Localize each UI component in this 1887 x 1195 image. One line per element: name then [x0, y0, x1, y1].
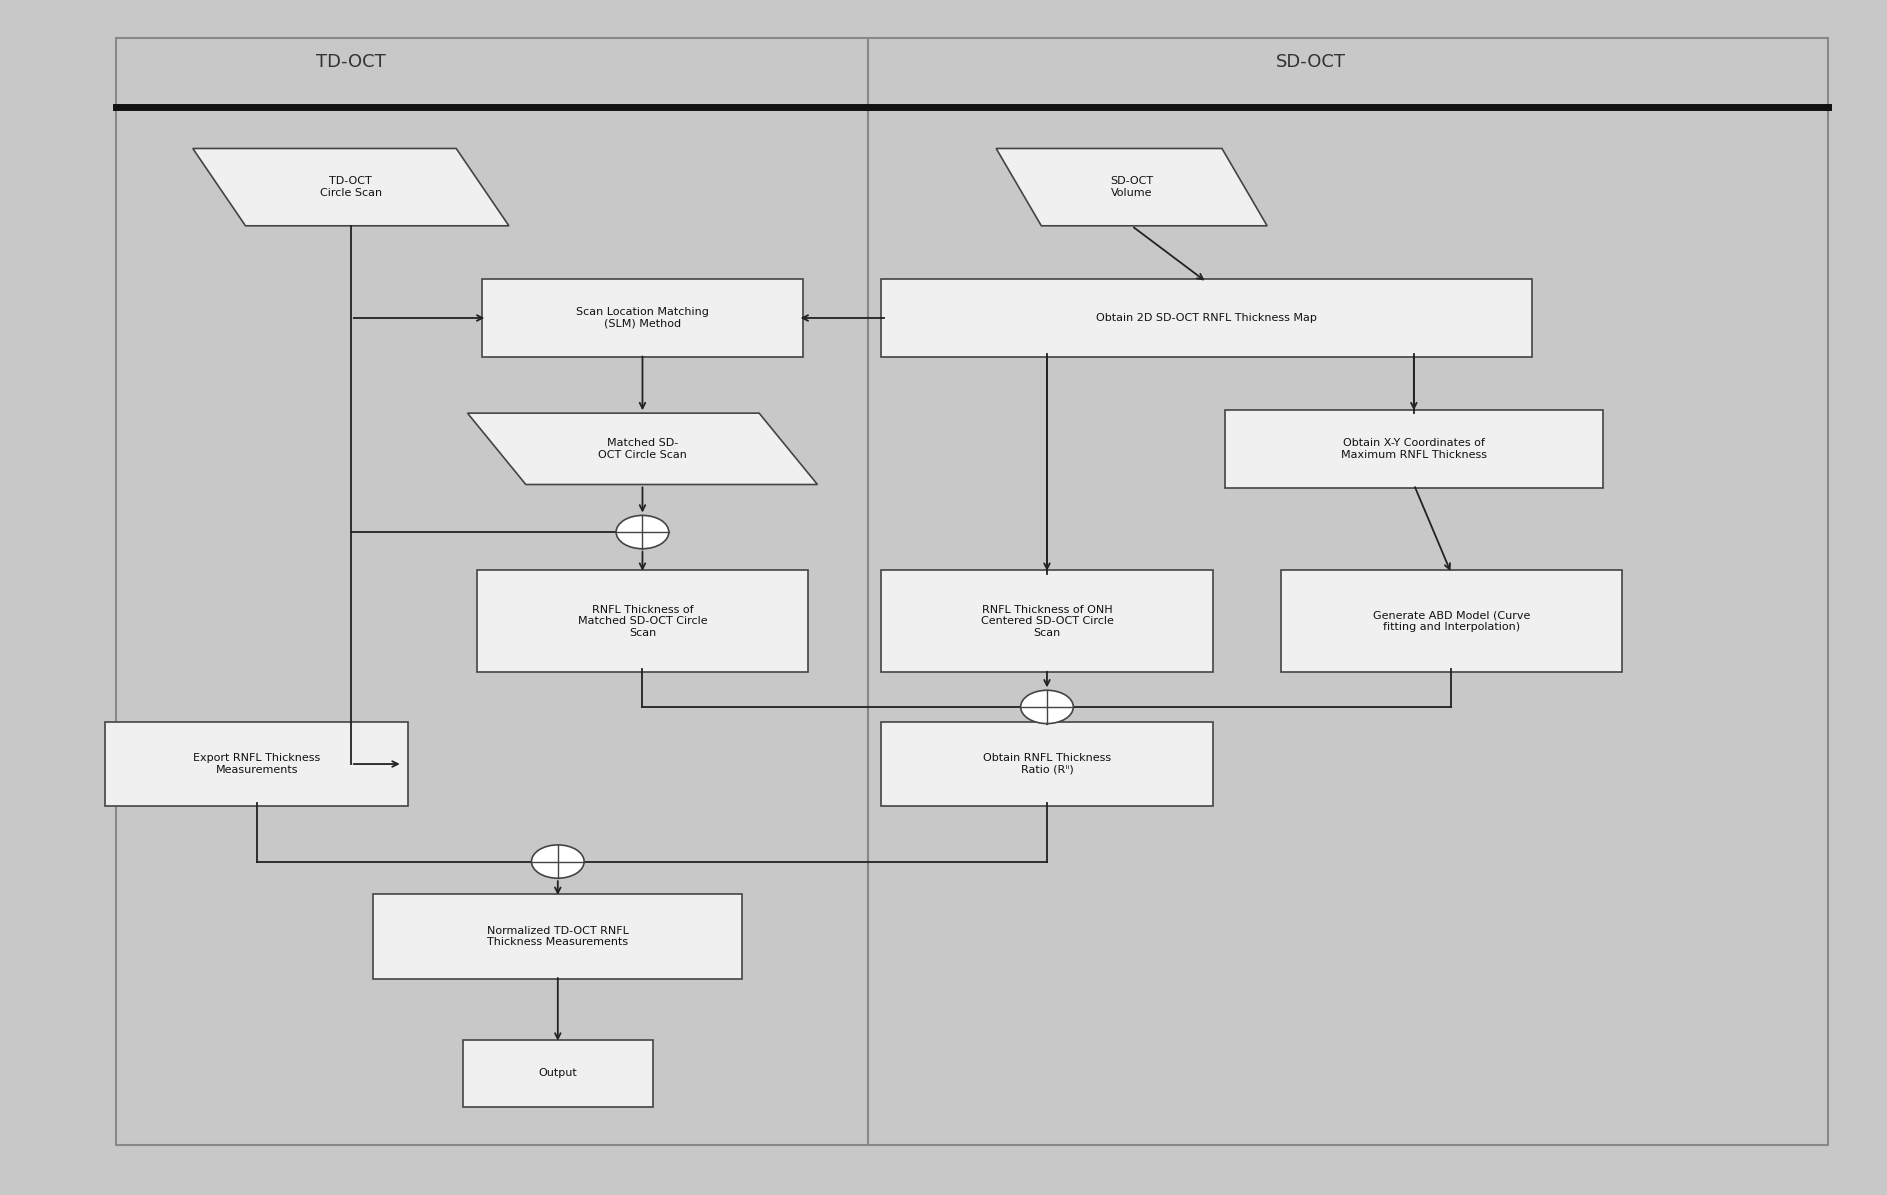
- FancyBboxPatch shape: [1281, 570, 1621, 673]
- Text: Obtain 2D SD-OCT RNFL Thickness Map: Obtain 2D SD-OCT RNFL Thickness Map: [1096, 313, 1317, 323]
- Text: TD-OCT: TD-OCT: [315, 54, 385, 72]
- FancyBboxPatch shape: [462, 1040, 653, 1107]
- Text: Obtain X-Y Coordinates of
Maximum RNFL Thickness: Obtain X-Y Coordinates of Maximum RNFL T…: [1342, 439, 1487, 460]
- Circle shape: [1021, 691, 1074, 724]
- Text: Output: Output: [538, 1068, 577, 1078]
- Text: RNFL Thickness of ONH
Centered SD-OCT Circle
Scan: RNFL Thickness of ONH Centered SD-OCT Ci…: [981, 605, 1113, 638]
- FancyBboxPatch shape: [881, 722, 1213, 807]
- FancyBboxPatch shape: [881, 570, 1213, 673]
- Text: Obtain RNFL Thickness
Ratio (Rᴵⁱ): Obtain RNFL Thickness Ratio (Rᴵⁱ): [983, 753, 1111, 774]
- FancyBboxPatch shape: [481, 278, 804, 357]
- FancyBboxPatch shape: [374, 894, 742, 979]
- Polygon shape: [192, 148, 509, 226]
- Text: Normalized TD-OCT RNFL
Thickness Measurements: Normalized TD-OCT RNFL Thickness Measure…: [487, 926, 628, 948]
- Circle shape: [617, 515, 668, 549]
- Circle shape: [532, 845, 585, 878]
- Text: Matched SD-
OCT Circle Scan: Matched SD- OCT Circle Scan: [598, 439, 687, 460]
- Text: Generate ABD Model (Curve
fitting and Interpolation): Generate ABD Model (Curve fitting and In…: [1374, 611, 1530, 632]
- Text: TD-OCT
Circle Scan: TD-OCT Circle Scan: [319, 177, 381, 198]
- FancyBboxPatch shape: [881, 278, 1532, 357]
- Text: Export RNFL Thickness
Measurements: Export RNFL Thickness Measurements: [192, 753, 321, 774]
- FancyBboxPatch shape: [868, 38, 1829, 1145]
- Polygon shape: [996, 148, 1266, 226]
- Text: RNFL Thickness of
Matched SD-OCT Circle
Scan: RNFL Thickness of Matched SD-OCT Circle …: [577, 605, 708, 638]
- FancyBboxPatch shape: [477, 570, 808, 673]
- Polygon shape: [468, 413, 817, 484]
- Text: Scan Location Matching
(SLM) Method: Scan Location Matching (SLM) Method: [576, 307, 710, 329]
- FancyBboxPatch shape: [1225, 410, 1602, 488]
- FancyBboxPatch shape: [115, 38, 868, 1145]
- Text: SD-OCT: SD-OCT: [1276, 54, 1345, 72]
- FancyBboxPatch shape: [106, 722, 408, 807]
- Text: SD-OCT
Volume: SD-OCT Volume: [1110, 177, 1153, 198]
